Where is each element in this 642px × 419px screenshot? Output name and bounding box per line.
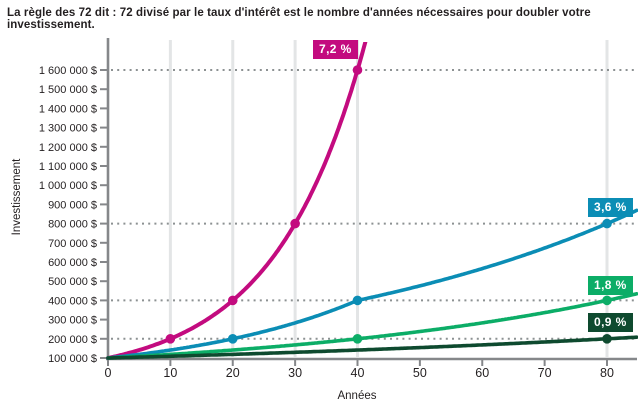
x-tick-label: 10	[163, 366, 177, 380]
x-tick-label: 70	[538, 366, 552, 380]
series-line-3.6	[106, 208, 638, 360]
x-axis-title: Années	[337, 390, 377, 402]
series-label-1-8-percent: 1,8 %	[588, 276, 633, 295]
y-tick-label: 500 000 $	[48, 276, 97, 288]
series-label-0-9-percent: 0,9 %	[588, 313, 633, 332]
y-tick-label: 700 000 $	[48, 238, 97, 250]
data-point	[227, 334, 238, 344]
y-tick-label: 1 000 000 $	[39, 180, 97, 192]
data-point	[352, 334, 363, 344]
x-tick-label: 0	[105, 366, 112, 380]
y-tick-label: 300 000 $	[48, 315, 97, 327]
series-line-0.9	[106, 335, 638, 360]
series-label-3-6-percent: 3,6 %	[588, 198, 633, 217]
y-tick-label: 800 000 $	[48, 219, 97, 231]
y-tick-label: 1 600 000 $	[39, 65, 97, 77]
series-line-1.8	[106, 292, 638, 360]
data-point	[602, 295, 612, 306]
y-tick-label: 1 300 000 $	[39, 123, 97, 135]
data-point	[352, 295, 363, 306]
x-tick-label: 30	[288, 366, 302, 380]
series-label-7-2-percent: 7,2 %	[313, 40, 358, 59]
series-line-7.2	[106, 42, 368, 360]
x-tick-label: 60	[475, 366, 489, 380]
x-tick-label: 40	[351, 366, 365, 380]
y-tick-label: 100 000 $	[48, 353, 97, 365]
x-tick-label: 50	[413, 366, 427, 380]
y-tick-label: 900 000 $	[48, 199, 97, 211]
y-tick-label: 1 400 000 $	[39, 103, 97, 115]
data-point	[602, 218, 612, 229]
y-tick-label: 1 200 000 $	[39, 142, 97, 154]
chart-title: La règle des 72 dit : 72 divisé par le t…	[7, 7, 591, 31]
data-point	[602, 334, 612, 344]
y-tick-label: 200 000 $	[48, 334, 97, 346]
data-point	[290, 218, 300, 229]
x-tick-label: 80	[600, 366, 614, 380]
data-point	[352, 65, 363, 75]
data-point	[165, 334, 176, 344]
data-point	[227, 295, 238, 306]
x-tick-label: 20	[226, 366, 240, 380]
y-tick-label: 600 000 $	[48, 257, 97, 269]
y-tick-label: 400 000 $	[48, 295, 97, 307]
y-tick-label: 1 500 000 $	[39, 84, 97, 96]
y-tick-label: 1 100 000 $	[39, 161, 97, 173]
